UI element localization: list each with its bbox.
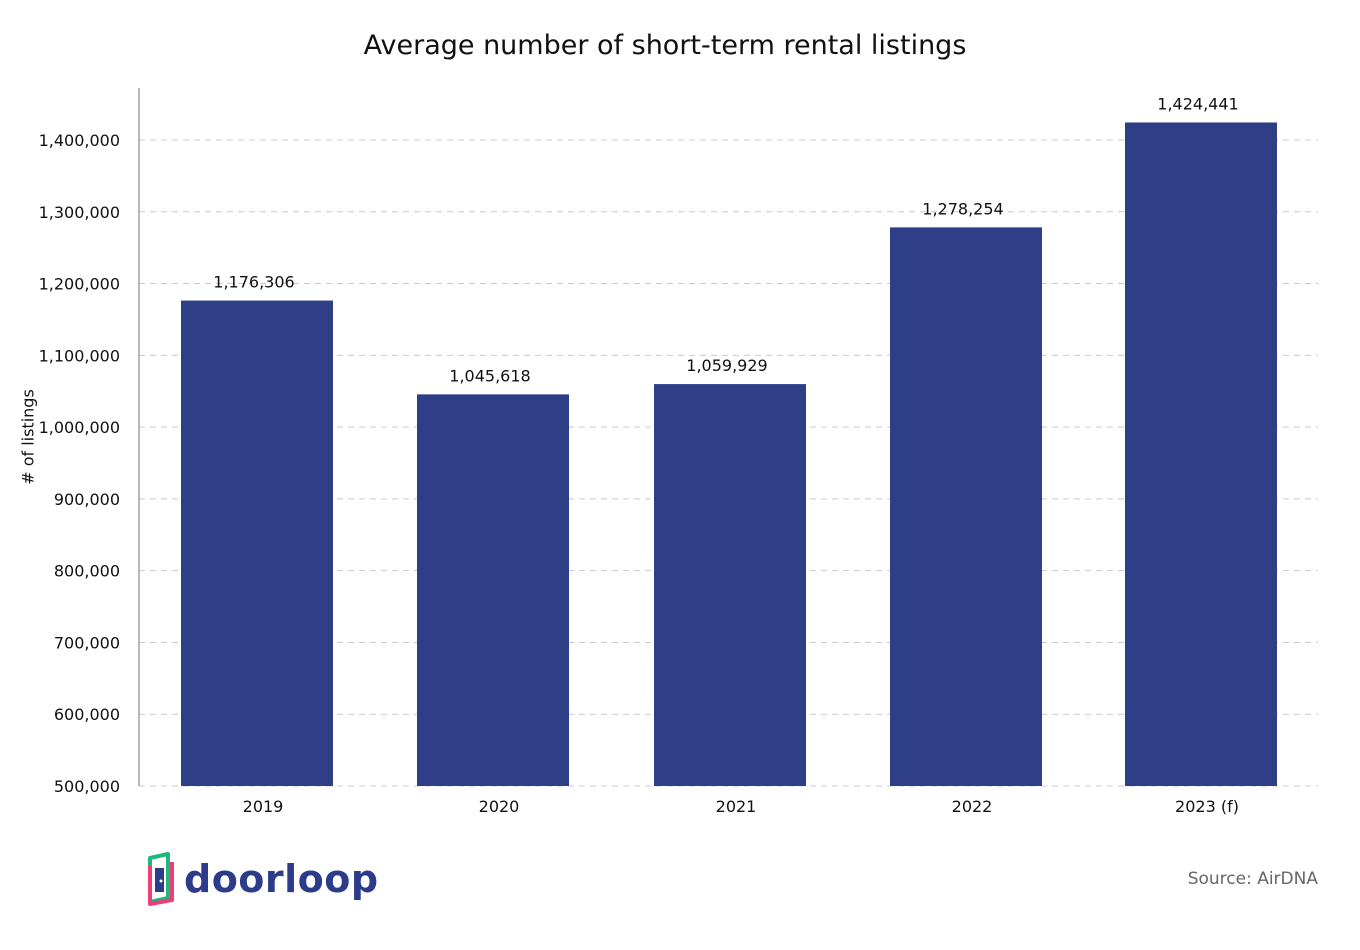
bar-2021 [654,384,806,786]
y-tick-label: 600,000 [54,705,120,724]
chart-title: Average number of short-term rental list… [363,30,967,61]
door-logo-icon [148,852,174,906]
y-tick-label: 1,200,000 [39,275,120,294]
bar-2022 [890,227,1042,786]
y-tick-label: 1,300,000 [39,203,120,222]
labels: 500,000 600,000 700,000 800,000 900,000 1,000… [39,94,1239,816]
y-tick-label: 700,000 [54,633,120,652]
bar-2023-f [1125,122,1277,787]
y-tick-label: 900,000 [54,490,120,509]
bar-2020 [417,394,569,786]
y-axis-label: # of listings [18,389,38,485]
y-tick-label: 1,400,000 [39,131,120,150]
x-tick-label: 2019 [243,797,284,816]
grid-lines [139,139,1318,787]
data-label: 1,059,929 [686,356,767,375]
data-label: 1,176,306 [213,273,294,292]
y-tick-label: 1,100,000 [39,346,120,365]
doorloop-logo: doorloop [146,850,379,908]
data-label: 1,045,618 [449,366,530,385]
y-tick-label: 500,000 [54,777,120,796]
logo-text: doorloop [184,857,379,901]
y-tick-label: 1,000,000 [39,418,120,437]
data-label: 1,424,441 [1157,94,1238,113]
x-tick-label: 2020 [479,797,520,816]
bar-2019 [181,300,333,786]
bars [181,122,1277,787]
x-tick-label: 2023 (f) [1175,797,1239,816]
y-tick-label: 800,000 [54,562,120,581]
data-label: 1,278,254 [922,199,1003,218]
x-tick-label: 2021 [716,797,757,816]
x-tick-label: 2022 [952,797,993,816]
source-note: Source: AirDNA [1187,869,1318,889]
